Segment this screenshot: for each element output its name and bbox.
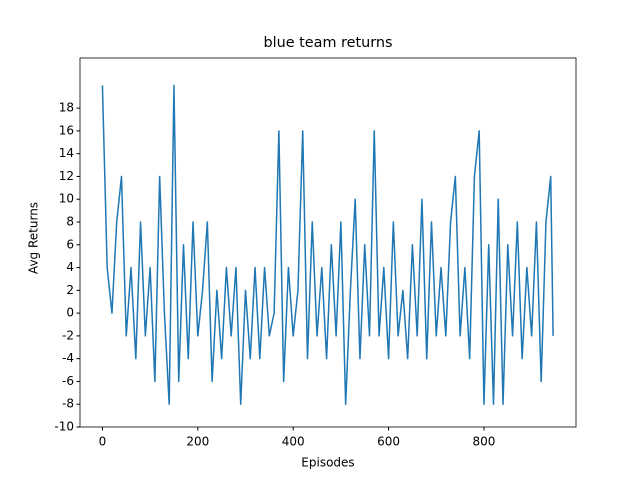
y-tick-label: 8	[66, 215, 74, 229]
y-tick-label: 2	[66, 283, 74, 297]
y-tick-label: 6	[66, 237, 74, 251]
data-line	[101, 84, 554, 405]
y-tick-label: -4	[62, 351, 74, 365]
y-tick-label: 4	[66, 260, 74, 274]
x-tick-label: 800	[473, 435, 496, 449]
y-tick-label: 16	[59, 123, 74, 137]
y-tick-label: -2	[62, 328, 74, 342]
y-tick-label: 14	[59, 146, 74, 160]
y-tick-label: 10	[59, 192, 74, 206]
y-tick-label: 18	[59, 101, 74, 115]
plot-frame	[79, 57, 577, 428]
y-tick-label: -8	[62, 397, 74, 411]
x-tick-label: 600	[377, 435, 400, 449]
x-axis-label: Episodes	[301, 456, 354, 470]
y-tick-label: -6	[62, 374, 74, 388]
y-axis-label: Avg Returns	[27, 202, 41, 274]
y-tick-label: 12	[59, 169, 74, 183]
y-tick-label: -10	[54, 420, 74, 434]
x-tick-label: 200	[186, 435, 209, 449]
y-tick-label: 0	[66, 306, 74, 320]
chart-title: blue team returns	[263, 35, 392, 51]
x-tick-label: 400	[282, 435, 305, 449]
x-tick-label: 0	[99, 435, 107, 449]
